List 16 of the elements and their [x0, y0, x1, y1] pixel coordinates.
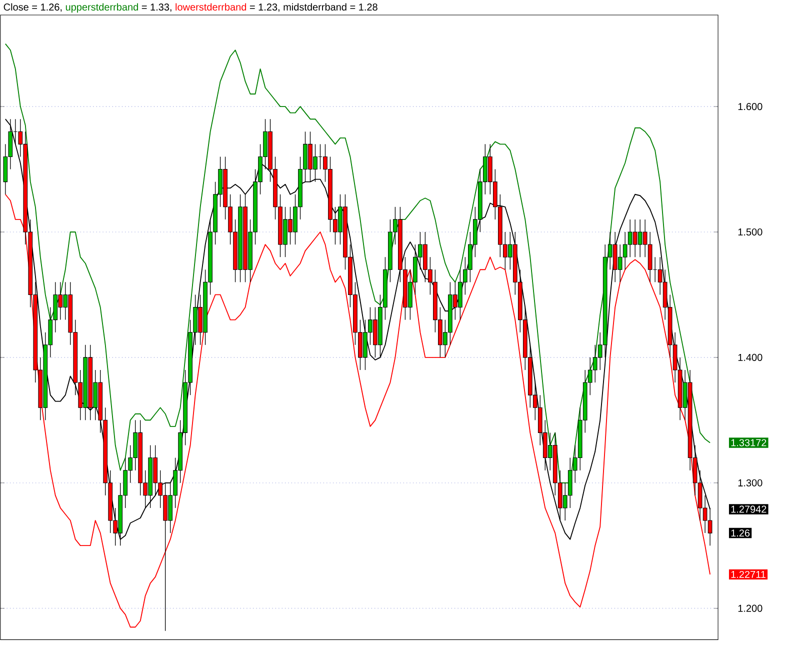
chart-title: Close = 1.26, — [4, 3, 62, 12]
y-tick-label: 1.500 — [738, 228, 762, 236]
text: midstderrband — [284, 3, 346, 11]
text: 1.22711 — [731, 571, 766, 578]
text: = 1.23, — [250, 4, 280, 12]
text: 1.33172 — [731, 439, 766, 446]
y-tick-label: 1.300 — [738, 480, 762, 487]
y-tick-label: 1.200 — [738, 604, 762, 612]
text: = 1.33, — [142, 4, 172, 12]
text: 1.27942 — [731, 506, 766, 513]
text: lowerstderrband — [176, 3, 246, 11]
text: = 1.28 — [350, 4, 378, 11]
y-tick-label: 1.600 — [738, 103, 762, 110]
y-tick-label: 1.400 — [738, 354, 762, 362]
text: 1.26 — [731, 530, 750, 537]
text: upperstderrband — [66, 3, 138, 13]
